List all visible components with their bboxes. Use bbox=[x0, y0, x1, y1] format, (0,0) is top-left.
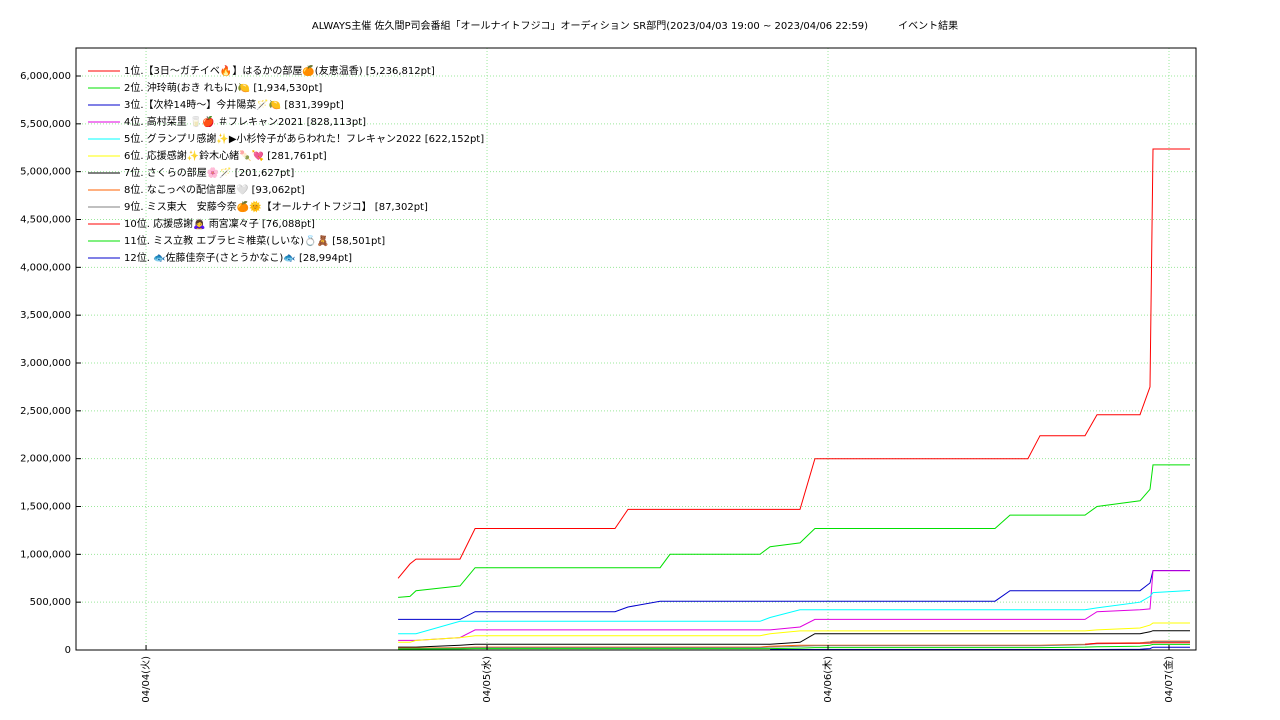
y-tick-label: 2,500,000 bbox=[20, 406, 71, 417]
legend: 1位.【3日〜ガチイベ🔥】はるかの部屋🍊(友恵温香) [5,236,812pt]… bbox=[88, 64, 484, 264]
y-tick-label: 5,500,000 bbox=[20, 119, 71, 130]
y-tick-label: 500,000 bbox=[30, 597, 71, 608]
legend-label: 12位. 🐟佐藤佳奈子(さとうかなこ)🐟 [28,994pt] bbox=[124, 251, 352, 264]
legend-label: 5位. グランプリ感謝✨▶小杉怜子があらわれた！フレキャン2022 [622,1… bbox=[124, 132, 484, 145]
x-tick-label: 04/05(水) bbox=[481, 656, 493, 703]
series-line bbox=[398, 590, 1191, 635]
series-line bbox=[398, 622, 1190, 643]
y-tick-label: 4,500,000 bbox=[20, 215, 71, 226]
legend-label: 2位. 沖玲萌(おき れもに)🍋 [1,934,530pt] bbox=[124, 81, 322, 94]
y-tick-label: 1,000,000 bbox=[20, 549, 71, 560]
series-line bbox=[398, 570, 1190, 641]
legend-label: 11位. ミス立教 エブラヒミ椎菜(しいな)💍🧸 [58,501pt] bbox=[124, 234, 385, 247]
series-line bbox=[398, 643, 1190, 650]
y-tick-label: 3,500,000 bbox=[20, 310, 71, 321]
y-tick-label: 3,000,000 bbox=[20, 358, 71, 369]
x-tick-label: 04/04(火) bbox=[140, 656, 152, 703]
series-line bbox=[1084, 642, 1190, 645]
y-tick-label: 6,000,000 bbox=[20, 71, 71, 82]
legend-label: 4位. 高村栞里 🥛🍎 ＃フレキャン2021 [828,113pt] bbox=[124, 115, 366, 128]
chart-title: ALWAYS主催 佐久間P司会番組「オールナイトフジコ」オーディション SR部門… bbox=[312, 19, 958, 32]
legend-label: 8位. なこっぺの配信部屋🤍 [93,062pt] bbox=[124, 183, 305, 196]
series-line bbox=[398, 464, 1190, 598]
axes: 0 500,000 1,000,000 1,500,000 2,000,000 2,500… bbox=[20, 71, 1175, 703]
y-tick-label: 5,000,000 bbox=[20, 167, 71, 178]
series-line bbox=[397, 148, 1190, 579]
x-tick-label: 04/07(金) bbox=[1162, 656, 1175, 703]
legend-label: 10位. 応援感謝🙇‍♀️ 雨宮凜々子 [76,088pt] bbox=[124, 217, 315, 230]
grid bbox=[76, 48, 1196, 651]
legend-label: 1位.【3日〜ガチイベ🔥】はるかの部屋🍊(友恵温香) [5,236,812pt] bbox=[124, 64, 435, 77]
y-tick-label: 1,500,000 bbox=[20, 502, 71, 513]
y-tick-label: 4,000,000 bbox=[20, 262, 71, 273]
legend-label: 6位. 応援感謝✨鈴木心緒🍡💘 [281,761pt] bbox=[124, 149, 327, 162]
series-line bbox=[398, 630, 1190, 648]
plot-lines bbox=[397, 148, 1191, 650]
plot-frame bbox=[75, 47, 1197, 651]
legend-label: 7位. さくらの部屋🌸🪄 [201,627pt] bbox=[124, 166, 294, 179]
x-tick-label: 04/06(木) bbox=[822, 656, 834, 703]
series-line bbox=[398, 570, 1190, 620]
y-tick-label: 2,000,000 bbox=[20, 454, 71, 465]
legend-label: 9位. ミス東大 安藤今奈🍊🌞【オールナイトフジコ】 [87,302pt] bbox=[124, 200, 428, 213]
y-tick-label: 0 bbox=[65, 645, 71, 656]
legend-label: 3位.【次枠14時〜】今井陽菜🪄🍋 [831,399pt] bbox=[124, 98, 344, 111]
